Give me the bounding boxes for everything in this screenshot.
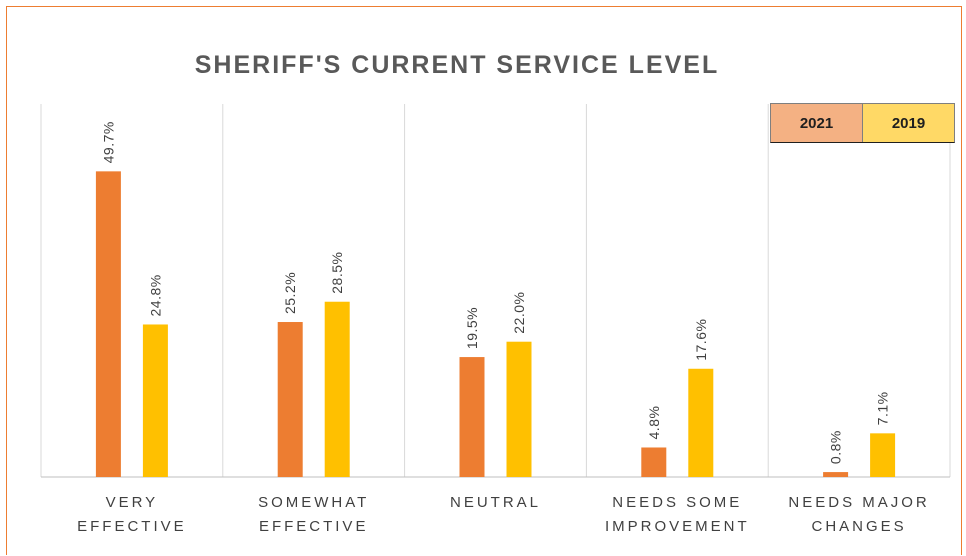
legend-item-2021: 2021: [771, 104, 862, 142]
data-label: 24.8%: [147, 274, 163, 316]
legend: 2021 2019: [770, 103, 955, 143]
bar-2021: [459, 357, 485, 477]
data-label: 7.1%: [875, 391, 891, 425]
bar-2019: [506, 341, 532, 477]
data-label: 49.7%: [100, 121, 116, 163]
category-label: IMPROVEMENT: [605, 518, 750, 535]
category-label: EFFECTIVE: [259, 518, 369, 535]
bar-chart: 49.7% 24.8% VERY EFFECTIVE 25.2% 28.5% SOMEWHA…: [40, 104, 951, 535]
data-label: 0.8%: [828, 430, 844, 464]
bar-2021: [823, 472, 849, 477]
bar-2019: [870, 433, 896, 477]
data-label: 28.5%: [329, 252, 345, 294]
category-label: SOMEWHAT: [258, 494, 369, 511]
data-label: 19.5%: [464, 307, 480, 349]
chart-title: SHERIFF'S CURRENT SERVICE LEVEL: [194, 51, 720, 79]
bar-2019: [688, 368, 714, 477]
bar-2021: [277, 322, 303, 477]
data-label: 4.8%: [646, 406, 662, 440]
bar-2021: [95, 171, 121, 477]
category-label: CHANGES: [812, 518, 907, 535]
data-label: 22.0%: [511, 291, 527, 333]
category-label: NEEDS SOME: [612, 494, 742, 511]
bar-2021: [641, 447, 667, 477]
bar-2019: [324, 301, 350, 477]
category-label: NEEDS MAJOR: [788, 494, 929, 511]
legend-item-2019: 2019: [862, 104, 954, 142]
data-label: 17.6%: [693, 319, 709, 361]
bar-2019: [142, 324, 168, 477]
category-label: VERY: [106, 494, 159, 511]
category-label: NEUTRAL: [450, 494, 541, 511]
chart-frame: SHERIFF'S CURRENT SERVICE LEVEL 49.7% 24.…: [6, 6, 962, 555]
category-label: EFFECTIVE: [77, 518, 187, 535]
data-label: 25.2%: [282, 272, 298, 314]
